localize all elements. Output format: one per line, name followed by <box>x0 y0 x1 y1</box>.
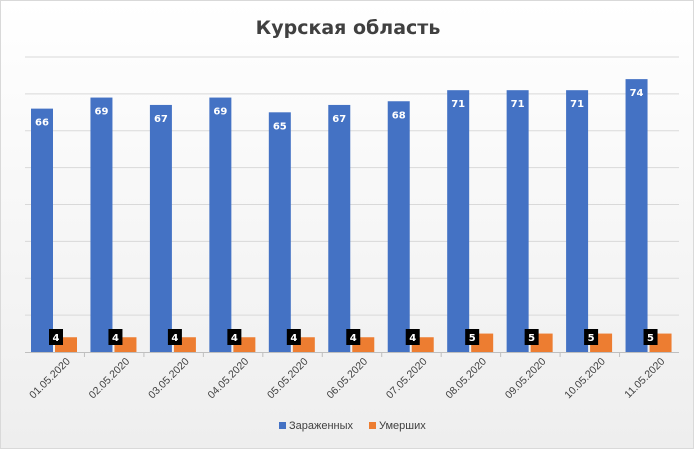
x-tick-label: 08.05.2020 <box>443 356 489 402</box>
data-label-deaths: 4 <box>231 333 238 344</box>
data-label-infected: 71 <box>511 99 525 110</box>
x-tick-label: 03.05.2020 <box>146 356 192 402</box>
bar-infected <box>90 97 113 352</box>
legend-label-deaths: Умерших <box>379 420 426 432</box>
data-label-infected: 71 <box>570 99 584 110</box>
data-label-deaths: 4 <box>350 333 357 344</box>
x-tick-label: 02.05.2020 <box>87 356 133 402</box>
bar-infected <box>625 79 648 352</box>
bar-infected <box>31 108 53 352</box>
legend-label-infected: Зараженных <box>289 420 354 432</box>
data-label-deaths: 4 <box>53 333 60 344</box>
x-tick-label: 01.05.2020 <box>27 356 73 402</box>
data-label-deaths: 4 <box>171 333 178 344</box>
data-label-deaths: 4 <box>112 333 119 344</box>
legend-swatch-deaths <box>369 422 376 429</box>
bar-infected <box>447 90 470 352</box>
x-tick-label: 05.05.2020 <box>265 356 311 402</box>
data-label-box-deaths <box>227 329 242 345</box>
data-label-infected: 68 <box>392 110 406 121</box>
bar-infected <box>566 90 589 352</box>
x-tick-label: 04.05.2020 <box>206 356 252 402</box>
x-tick-label: 09.05.2020 <box>503 356 549 402</box>
data-label-infected: 65 <box>273 121 287 132</box>
x-axis: 01.05.2020 02.05.2020 03.05.2020 04.05.2020… <box>25 352 679 401</box>
data-label-box-deaths <box>346 329 361 345</box>
data-label-infected: 74 <box>630 88 644 99</box>
data-label-deaths: 5 <box>528 333 535 344</box>
data-label-box-deaths <box>167 329 182 345</box>
data-label-box-deaths <box>49 329 63 345</box>
data-label-infected: 69 <box>94 107 108 118</box>
data-label-box-deaths <box>465 329 480 345</box>
data-label-box-deaths <box>643 329 658 345</box>
data-label-deaths: 4 <box>409 333 416 344</box>
data-label-infected: 69 <box>213 107 227 118</box>
bar-infected <box>387 101 410 352</box>
gridlines <box>25 56 679 316</box>
data-label-deaths: 5 <box>647 333 654 344</box>
data-label-box-deaths <box>405 329 420 345</box>
x-tick-label: 10.05.2020 <box>562 356 608 402</box>
data-label-box-deaths <box>584 329 599 345</box>
x-tick-label: 11.05.2020 <box>622 356 667 401</box>
data-label-box-deaths <box>286 329 301 345</box>
legend-swatch-infected <box>279 422 286 429</box>
bar-infected <box>209 97 232 352</box>
bar-infected <box>328 104 351 352</box>
bar-infected <box>268 112 291 352</box>
chart-title: Курская область <box>256 17 441 39</box>
data-label-deaths: 5 <box>588 333 595 344</box>
data-label-box-deaths <box>108 329 123 345</box>
data-label-infected: 67 <box>154 114 168 125</box>
bars <box>31 79 672 352</box>
data-label-deaths: 4 <box>290 333 297 344</box>
legend: Зараженных Умерших <box>279 420 426 432</box>
x-tick-label: 06.05.2020 <box>324 356 370 402</box>
x-tick-label: 07.05.2020 <box>384 356 430 402</box>
data-label-infected: 67 <box>332 114 346 125</box>
bar-infected <box>149 104 172 352</box>
data-labels: 66 4 69 4 67 4 69 4 65 4 67 4 68 4 71 5 71 5 71 5 74 5 <box>35 88 658 345</box>
data-label-infected: 71 <box>451 99 465 110</box>
bar-infected <box>506 90 529 352</box>
data-label-deaths: 5 <box>469 333 476 344</box>
data-label-infected: 66 <box>35 118 49 129</box>
data-label-box-deaths <box>524 329 539 345</box>
